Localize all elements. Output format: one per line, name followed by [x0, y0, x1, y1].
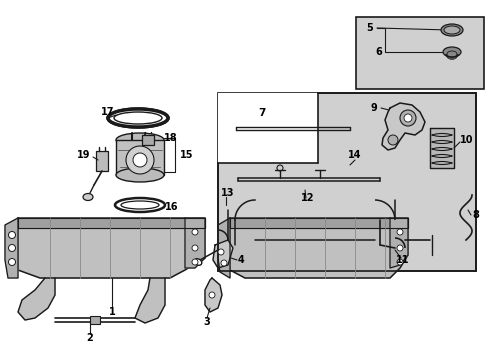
Circle shape [218, 249, 224, 255]
Bar [96, 151, 108, 171]
Text: 14: 14 [347, 150, 361, 160]
Text: 9: 9 [370, 103, 377, 113]
Text: 12: 12 [301, 193, 314, 203]
Circle shape [396, 245, 402, 251]
Text: 16: 16 [164, 202, 178, 212]
Polygon shape [213, 240, 232, 268]
Bar [218, 93, 317, 163]
Polygon shape [218, 218, 229, 278]
Circle shape [192, 245, 198, 251]
Bar [355, 17, 483, 89]
Text: 17: 17 [101, 107, 115, 117]
Polygon shape [229, 218, 407, 278]
Text: 18: 18 [163, 133, 177, 143]
Polygon shape [389, 218, 407, 268]
Text: 15: 15 [180, 150, 193, 160]
Circle shape [8, 258, 16, 266]
Circle shape [8, 244, 16, 252]
Polygon shape [229, 218, 407, 228]
Text: 8: 8 [471, 210, 478, 220]
Polygon shape [204, 278, 222, 312]
Polygon shape [18, 218, 204, 228]
Ellipse shape [116, 133, 163, 147]
Circle shape [396, 229, 402, 235]
Text: 1: 1 [108, 307, 115, 317]
Polygon shape [18, 218, 204, 278]
Ellipse shape [83, 194, 93, 201]
Text: 13: 13 [221, 188, 234, 198]
Ellipse shape [116, 168, 163, 182]
Text: 10: 10 [459, 135, 472, 145]
Polygon shape [5, 218, 18, 278]
Bar [218, 93, 475, 271]
Circle shape [403, 114, 411, 122]
Circle shape [192, 229, 198, 235]
Circle shape [208, 292, 215, 298]
Text: 5: 5 [366, 23, 373, 33]
Text: 2: 2 [86, 333, 93, 343]
Text: 6: 6 [375, 47, 382, 57]
Circle shape [8, 231, 16, 239]
Ellipse shape [443, 26, 459, 34]
Circle shape [221, 260, 226, 266]
Polygon shape [381, 103, 424, 150]
Circle shape [387, 135, 397, 145]
Ellipse shape [194, 259, 202, 265]
Ellipse shape [442, 47, 460, 57]
Bar [142, 135, 154, 145]
Circle shape [399, 110, 415, 126]
Polygon shape [18, 278, 55, 320]
Circle shape [133, 153, 147, 167]
Text: 11: 11 [395, 255, 409, 265]
Circle shape [396, 259, 402, 265]
Ellipse shape [440, 24, 462, 36]
Text: 7: 7 [258, 108, 265, 118]
Text: 19: 19 [77, 150, 91, 160]
Circle shape [126, 146, 154, 174]
Circle shape [192, 259, 198, 265]
Polygon shape [184, 218, 204, 268]
Bar [116, 140, 163, 175]
Text: 3: 3 [203, 317, 210, 327]
Text: 4: 4 [238, 255, 244, 265]
Bar [90, 316, 100, 324]
Polygon shape [429, 128, 453, 168]
Polygon shape [135, 278, 164, 323]
